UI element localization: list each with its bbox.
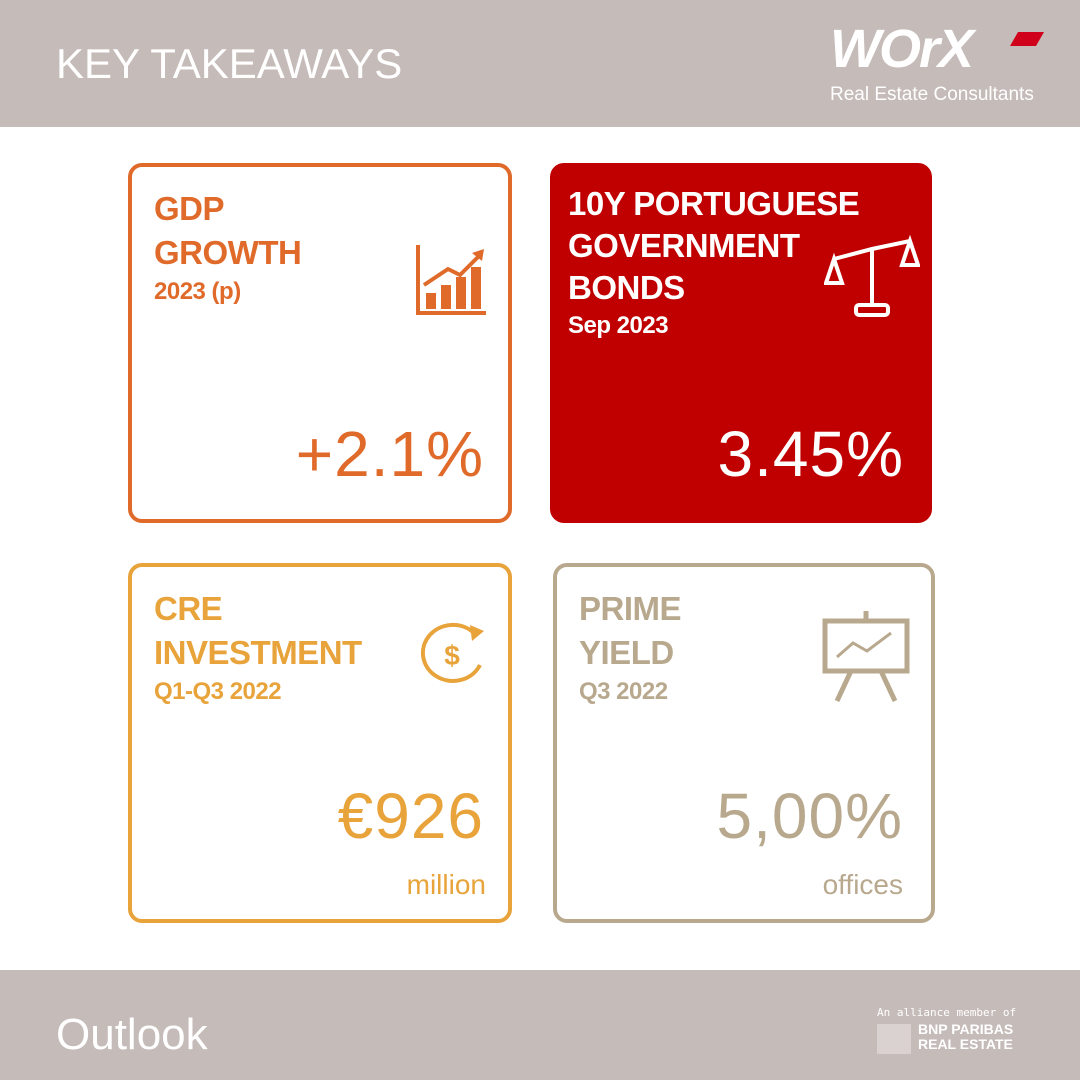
card-value: 3.45% — [717, 418, 904, 490]
title-line: YIELD — [579, 634, 674, 671]
partner-line: REAL ESTATE — [918, 1036, 1013, 1052]
title-line: GROWTH — [154, 234, 302, 271]
card-title: CRE INVESTMENT Q1-Q3 2022 — [154, 587, 362, 709]
title-line: GOVERNMENT — [568, 227, 800, 264]
partner-line: BNP PARIBAS — [918, 1021, 1014, 1037]
scale-icon — [824, 235, 920, 317]
title-line: BONDS — [568, 269, 685, 306]
card: 10Y PORTUGUESE GOVERNMENT BONDS Sep 2023… — [550, 163, 932, 523]
card: GDP GROWTH 2023 (p) +2.1% — [128, 163, 512, 523]
svg-text:$: $ — [444, 640, 460, 671]
card-subtitle: 2023 (p) — [154, 278, 241, 305]
logo-subtitle: Real Estate Consultants — [830, 84, 1034, 105]
partner-name: BNP PARIBAS REAL ESTATE — [918, 1022, 1013, 1052]
footer-title: Outlook — [56, 1010, 208, 1059]
logo: WOrX — [830, 19, 974, 79]
card: CRE INVESTMENT Q1-Q3 2022 $ €926 million — [128, 563, 512, 923]
title-line: INVESTMENT — [154, 634, 362, 671]
header: KEY TAKEAWAYS WOrX Real Estate Consultan… — [0, 0, 1080, 127]
currency-icon: $ — [420, 622, 484, 683]
title-line: PRIME — [579, 590, 682, 627]
title-line: GDP — [154, 190, 225, 227]
partner-logo-mark — [877, 1024, 911, 1054]
card-title: GDP GROWTH 2023 (p) — [154, 187, 302, 309]
title-line: CRE — [154, 590, 223, 627]
logo-accent — [1010, 32, 1044, 46]
card-subtitle: Q1-Q3 2022 — [154, 678, 282, 705]
card-title: PRIME YIELD Q3 2022 — [579, 587, 682, 709]
card-value: 5,00% — [716, 780, 903, 852]
easel-icon — [822, 611, 910, 703]
header-title: KEY TAKEAWAYS — [56, 40, 403, 87]
title-line: 10Y PORTUGUESE — [568, 185, 860, 222]
card-value: +2.1% — [295, 418, 484, 490]
card-value: €926 — [337, 780, 484, 852]
card-unit: million — [406, 869, 486, 900]
card-title: 10Y PORTUGUESE GOVERNMENT BONDS Sep 2023 — [568, 183, 860, 343]
card: PRIME YIELD Q3 2022 5,00% offices — [553, 563, 935, 923]
chart-icon — [416, 245, 486, 315]
card-unit: offices — [822, 869, 903, 900]
alliance-text: An alliance member of — [877, 1006, 1017, 1019]
card-subtitle: Sep 2023 — [568, 312, 669, 339]
card-subtitle: Q3 2022 — [579, 678, 668, 705]
footer: Outlook An alliance member of BNP PARIBA… — [0, 970, 1080, 1080]
